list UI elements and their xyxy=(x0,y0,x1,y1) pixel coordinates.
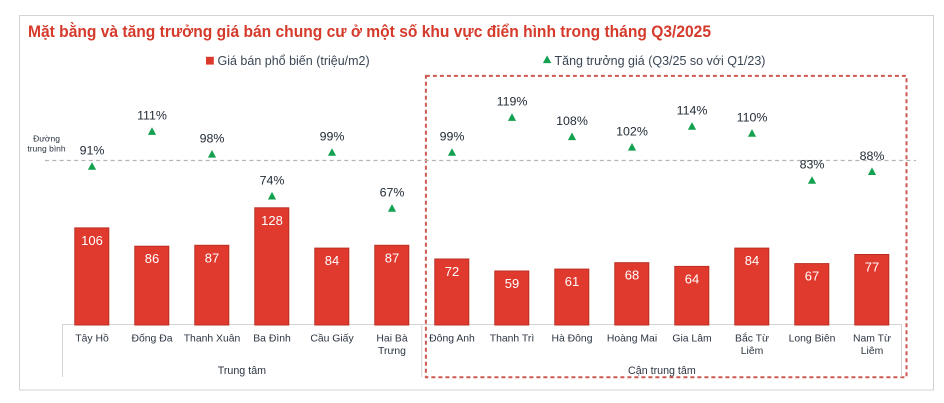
svg-text:106: 106 xyxy=(81,233,103,248)
svg-text:Đường: Đường xyxy=(33,134,60,144)
svg-text:Gia Lâm: Gia Lâm xyxy=(672,334,711,345)
svg-text:Hai Bà: Hai Bà xyxy=(376,334,407,345)
svg-text:Ba Đình: Ba Đình xyxy=(253,334,291,345)
svg-text:Hà Đông: Hà Đông xyxy=(551,334,592,345)
svg-text:68: 68 xyxy=(625,268,639,283)
svg-text:83%: 83% xyxy=(800,158,825,172)
svg-text:67%: 67% xyxy=(380,186,405,200)
svg-text:98%: 98% xyxy=(200,131,225,145)
svg-text:Hoàng Mai: Hoàng Mai xyxy=(607,334,657,345)
svg-text:99%: 99% xyxy=(440,130,465,144)
svg-text:91%: 91% xyxy=(80,144,105,158)
svg-text:Trưng: Trưng xyxy=(378,346,406,357)
svg-text:Cận trung tâm: Cận trung tâm xyxy=(628,365,696,377)
svg-text:Liêm: Liêm xyxy=(861,346,884,357)
svg-text:61: 61 xyxy=(565,274,579,289)
svg-text:Thanh Trì: Thanh Trì xyxy=(490,334,535,345)
svg-text:86: 86 xyxy=(145,251,159,266)
svg-text:67: 67 xyxy=(805,269,819,284)
svg-text:Long Biên: Long Biên xyxy=(789,334,836,345)
svg-text:59: 59 xyxy=(505,276,519,291)
svg-text:64: 64 xyxy=(685,271,699,286)
svg-text:Thanh Xuân: Thanh Xuân xyxy=(184,334,241,345)
svg-text:trung bình: trung bình xyxy=(27,144,66,154)
svg-text:74%: 74% xyxy=(260,173,285,187)
svg-text:Đống Đa: Đống Đa xyxy=(131,333,172,345)
svg-text:99%: 99% xyxy=(320,130,345,144)
svg-text:Tây Hồ: Tây Hồ xyxy=(75,333,109,345)
svg-text:Trung tâm: Trung tâm xyxy=(218,365,266,377)
svg-text:Bắc Từ: Bắc Từ xyxy=(735,332,769,345)
svg-text:108%: 108% xyxy=(556,114,588,128)
svg-text:111%: 111% xyxy=(137,109,167,123)
svg-text:Tăng trưởng giá (Q3/25 so với: Tăng trưởng giá (Q3/25 so với Q1/23) xyxy=(555,54,766,68)
svg-text:102%: 102% xyxy=(616,124,648,138)
svg-text:119%: 119% xyxy=(497,95,528,109)
svg-text:110%: 110% xyxy=(737,111,768,125)
svg-text:114%: 114% xyxy=(677,104,708,118)
svg-text:Nam Từ: Nam Từ xyxy=(853,334,891,345)
svg-text:77: 77 xyxy=(865,260,879,275)
svg-text:87: 87 xyxy=(385,250,399,265)
svg-text:Giá bán phổ biến (triệu/m2): Giá bán phổ biến (triệu/m2) xyxy=(218,54,370,68)
svg-text:84: 84 xyxy=(745,253,759,268)
svg-text:Đông Anh: Đông Anh xyxy=(429,334,475,345)
svg-text:128: 128 xyxy=(261,213,283,228)
svg-text:84: 84 xyxy=(325,253,339,268)
svg-text:88%: 88% xyxy=(860,149,885,163)
svg-text:87: 87 xyxy=(205,250,219,265)
svg-text:Liêm: Liêm xyxy=(741,346,764,357)
svg-text:Mặt bằng và tăng trưởng giá bá: Mặt bằng và tăng trưởng giá bán chung cư… xyxy=(28,22,711,41)
svg-text:72: 72 xyxy=(445,264,459,279)
svg-text:Cầu Giấy: Cầu Giấy xyxy=(310,333,354,345)
